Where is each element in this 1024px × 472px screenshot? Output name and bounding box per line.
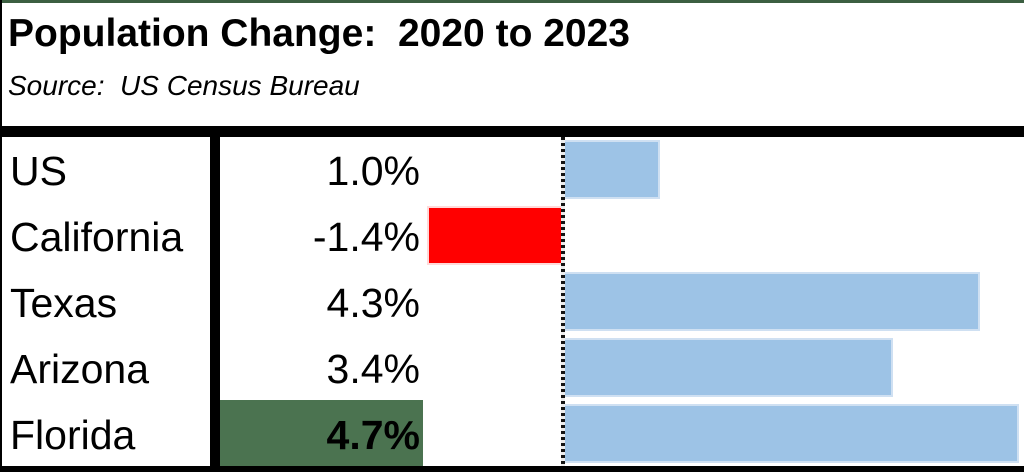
- row-value: 1.0%: [326, 148, 420, 195]
- negative-bar: [427, 206, 563, 266]
- chart-title: Population Change: 2020 to 2023: [8, 12, 630, 55]
- chart-source-subtitle: Source: US Census Bureau: [8, 70, 360, 101]
- row-label: Arizona: [10, 345, 150, 392]
- positive-bar: [563, 337, 893, 397]
- positive-bar: [563, 403, 1019, 463]
- positive-bar: [563, 272, 981, 331]
- frame-top-border: [0, 0, 1024, 3]
- highlight-cell: [220, 400, 423, 466]
- positive-bar: [563, 140, 660, 200]
- frame-left-border: [0, 0, 2, 472]
- row-label: Texas: [10, 280, 118, 326]
- row-label: California: [10, 214, 184, 261]
- row-value: 4.3%: [326, 280, 420, 326]
- row-value: 3.4%: [326, 345, 420, 392]
- row-value: 4.7%: [326, 411, 420, 458]
- row-value: -1.4%: [312, 214, 420, 261]
- zero-axis-line: [561, 137, 565, 466]
- title-divider-rule: [0, 126, 1024, 137]
- row-label: Florida: [10, 411, 136, 458]
- label-column-divider: [210, 126, 220, 466]
- row-label: US: [10, 148, 67, 195]
- frame-bottom-border: [0, 466, 1024, 472]
